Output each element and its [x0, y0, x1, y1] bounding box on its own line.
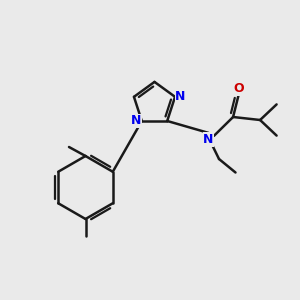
Text: N: N [203, 133, 214, 146]
Text: O: O [233, 82, 244, 95]
Text: N: N [175, 90, 186, 103]
Text: N: N [131, 115, 142, 128]
